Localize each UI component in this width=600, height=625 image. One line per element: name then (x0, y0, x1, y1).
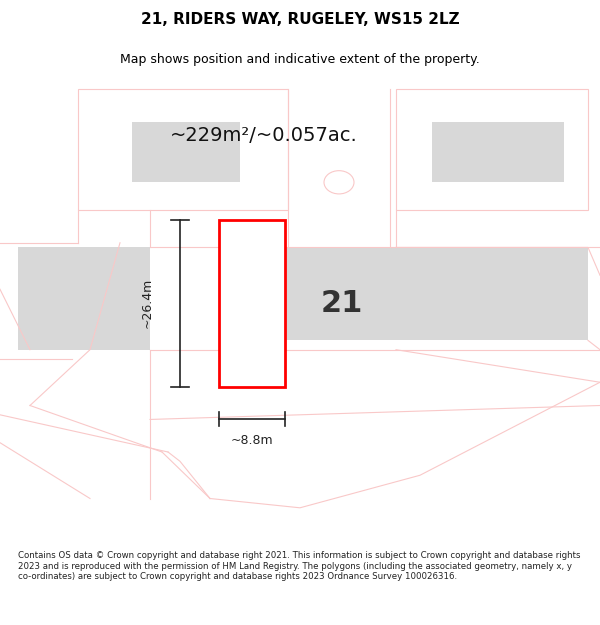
Text: ~8.8m: ~8.8m (230, 434, 274, 447)
Bar (18, 248, 150, 350)
Text: 21, RIDERS WAY, RUGELEY, WS15 2LZ: 21, RIDERS WAY, RUGELEY, WS15 2LZ (140, 12, 460, 28)
Text: Contains OS data © Crown copyright and database right 2021. This information is : Contains OS data © Crown copyright and d… (18, 551, 581, 581)
Bar (132, 122, 240, 182)
Text: 21: 21 (321, 289, 363, 318)
Bar (78, 89, 288, 210)
Bar (432, 122, 564, 182)
Bar (396, 89, 588, 210)
Bar (219, 219, 285, 387)
Text: ~26.4m: ~26.4m (140, 278, 154, 328)
Text: ~229m²/~0.057ac.: ~229m²/~0.057ac. (170, 126, 358, 145)
Bar (252, 248, 588, 341)
Text: Map shows position and indicative extent of the property.: Map shows position and indicative extent… (120, 54, 480, 66)
